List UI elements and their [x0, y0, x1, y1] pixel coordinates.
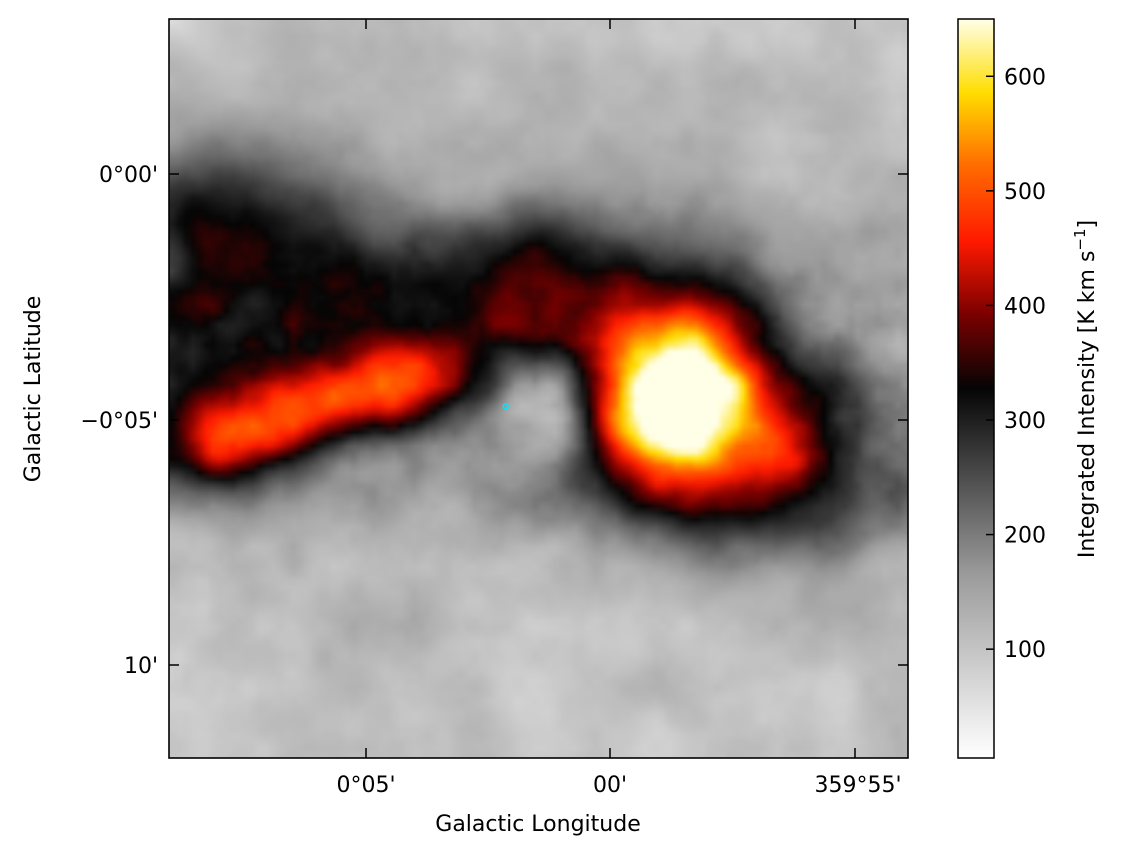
colorbar-label: Integrated Intensity [K km s−1] — [1071, 220, 1100, 558]
y-axis-label: Galactic Latitude — [21, 296, 46, 483]
x-tick-label: 0°05' — [336, 773, 395, 798]
colorbar-frame — [957, 18, 995, 759]
y-tick-label: −0°05' — [81, 409, 158, 434]
colorbar-tick-label: 600 — [1004, 65, 1046, 90]
x-axis: 0°05' 00' 359°55' Galactic Longitude — [336, 19, 902, 837]
cyan-marker — [502, 403, 509, 410]
y-tick-label: 10' — [124, 654, 158, 679]
colorbar-gradient — [958, 19, 994, 758]
colorbar: 100 200 300 400 500 600 Integrated Intensity … — [957, 18, 1100, 759]
colorbar-ticks: 100 200 300 400 500 600 — [986, 65, 1046, 663]
colorbar-tick-label: 500 — [1004, 180, 1046, 205]
intensity-map-image — [169, 19, 908, 758]
x-tick-label: 359°55' — [814, 773, 901, 798]
intensity-map — [169, 19, 908, 758]
colorbar-tick-label: 300 — [1004, 409, 1046, 434]
colorbar-tick-label: 200 — [1004, 524, 1046, 549]
plot-frame — [168, 18, 909, 759]
x-tick-label: 00' — [593, 773, 627, 798]
y-axis: 0°00' −0°05' 10' Galactic Latitude — [21, 163, 908, 679]
y-tick-label: 0°00' — [99, 163, 158, 188]
x-axis-label: Galactic Longitude — [435, 812, 640, 837]
colorbar-tick-label: 400 — [1004, 294, 1046, 319]
colorbar-tick-label: 100 — [1004, 638, 1046, 663]
